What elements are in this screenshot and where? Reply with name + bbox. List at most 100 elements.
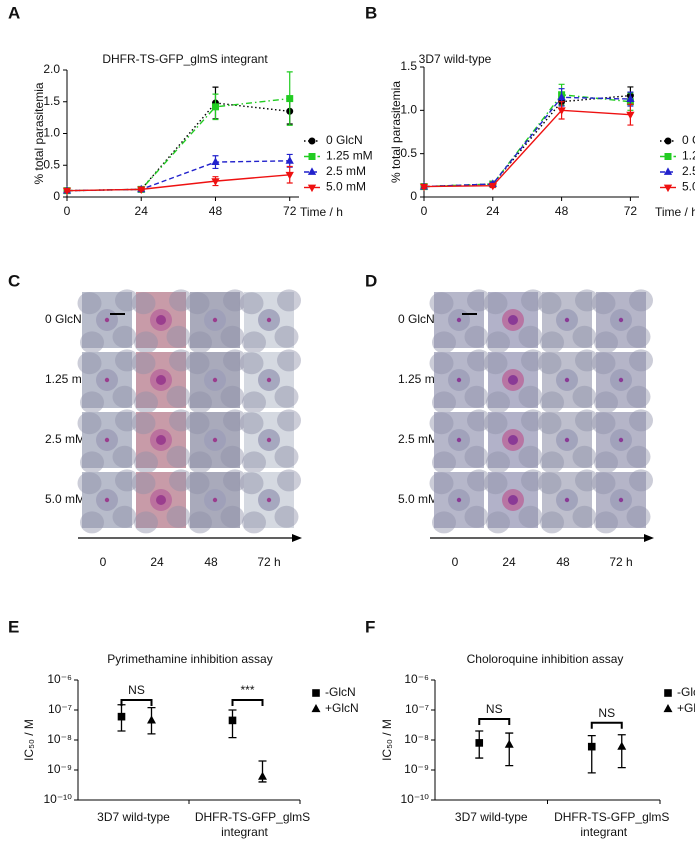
legend-label: 5.0 mM — [682, 180, 695, 194]
marker — [664, 689, 672, 697]
parasite — [212, 377, 218, 383]
parasite — [156, 315, 166, 325]
x-tick-label: 0 — [64, 204, 71, 218]
legend-label: 2.5 mM — [326, 164, 366, 178]
red-cell — [629, 409, 653, 432]
red-cell — [486, 331, 510, 354]
parasite — [104, 377, 110, 383]
marker — [286, 95, 294, 103]
red-cell — [483, 292, 508, 315]
y-axis-label: IC₅₀ / M — [380, 719, 394, 761]
red-cell — [575, 349, 599, 372]
panel-letter: E — [8, 617, 19, 636]
marker — [312, 689, 320, 697]
red-cell — [277, 469, 301, 492]
red-cell — [239, 412, 264, 435]
legend-label: 5.0 mM — [326, 180, 366, 194]
red-cell — [166, 445, 191, 468]
red-cell — [537, 292, 562, 315]
red-cell — [591, 472, 616, 495]
y-tick-label: 0 — [53, 189, 60, 203]
red-cell — [521, 289, 545, 312]
parasite — [104, 497, 110, 503]
red-cell — [77, 352, 102, 375]
red-cell — [521, 469, 545, 492]
series-line — [66, 174, 290, 192]
parasite — [618, 437, 624, 443]
red-cell — [429, 412, 454, 435]
red-cell — [594, 511, 618, 534]
marker — [419, 183, 429, 192]
legend-label: +GlcN — [325, 701, 359, 715]
arrow-head — [292, 534, 302, 542]
red-cell — [483, 412, 508, 435]
marker — [308, 137, 316, 145]
row-label: 2.5 mM — [398, 432, 438, 446]
marker — [663, 167, 673, 175]
red-cell — [464, 385, 489, 408]
parasite — [104, 437, 110, 443]
red-cell — [626, 445, 651, 468]
column-label: 0 — [100, 555, 107, 569]
chart-title: DHFR-TS-GFP_glmS integrant — [102, 52, 268, 66]
red-cell — [594, 331, 618, 354]
marker — [285, 156, 294, 164]
marker — [211, 103, 219, 111]
red-cell — [188, 331, 212, 354]
red-cell — [134, 511, 158, 534]
parasite — [618, 377, 624, 383]
red-cell — [239, 472, 264, 495]
red-cell — [277, 409, 301, 432]
significance-label: NS — [486, 702, 503, 716]
series-line — [66, 97, 290, 192]
significance-label: NS — [598, 706, 615, 720]
legend-label: -GlcN — [677, 685, 695, 699]
chart-title: Pyrimethamine inhibition assay — [107, 652, 272, 666]
red-cell — [540, 331, 564, 354]
column-label: 48 — [556, 555, 570, 569]
red-cell — [166, 325, 191, 348]
red-cell — [242, 391, 266, 414]
red-cell — [432, 391, 456, 414]
significance-bracket — [478, 717, 511, 725]
marker — [664, 137, 672, 145]
marker — [664, 153, 672, 160]
marker — [488, 182, 497, 191]
red-cell — [464, 445, 489, 468]
red-cell — [115, 409, 139, 432]
red-cell — [626, 325, 651, 348]
red-cell — [629, 469, 653, 492]
column-label: 48 — [204, 555, 218, 569]
red-cell — [134, 331, 158, 354]
x-tick-label: 3D7 wild-type — [455, 810, 528, 824]
red-cell — [185, 352, 210, 375]
red-cell — [220, 445, 245, 468]
red-cell — [185, 412, 210, 435]
red-cell — [77, 472, 102, 495]
red-cell — [169, 289, 193, 312]
red-cell — [537, 472, 562, 495]
column-label: 24 — [150, 555, 164, 569]
y-tick-label: 1.5 — [400, 59, 417, 73]
parasite — [266, 437, 272, 443]
parasite — [456, 317, 462, 323]
parasite — [212, 437, 218, 443]
arrow-head — [644, 534, 654, 542]
red-cell — [223, 349, 247, 372]
red-cell — [429, 352, 454, 375]
series-line — [423, 96, 631, 188]
parasite — [156, 495, 166, 505]
red-cell — [112, 385, 137, 408]
red-cell — [572, 325, 597, 348]
red-cell — [239, 292, 264, 315]
parasite — [266, 497, 272, 503]
parasite — [618, 497, 624, 503]
y-tick-label: 10⁻⁹ — [47, 762, 72, 776]
red-cell — [537, 352, 562, 375]
y-tick-label: 0 — [410, 189, 417, 203]
legend-label: +GlcN — [677, 701, 695, 715]
parasite — [104, 317, 110, 323]
red-cell — [220, 505, 245, 528]
marker — [307, 184, 317, 193]
